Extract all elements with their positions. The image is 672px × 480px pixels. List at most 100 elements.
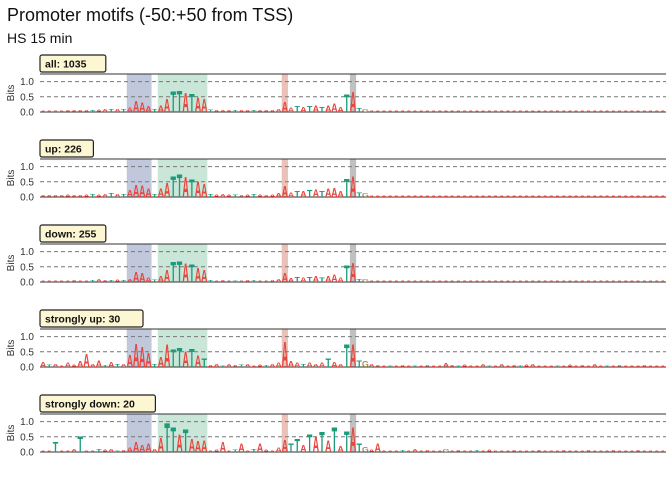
logo-letter: A <box>158 104 165 114</box>
logo-letter: A <box>40 110 47 112</box>
logo-letter: A <box>653 111 660 113</box>
logo-letter: A <box>300 276 307 284</box>
y-axis-label: Bits <box>6 340 17 357</box>
logo-letter: A <box>616 281 623 283</box>
logo-letter: T <box>90 194 96 198</box>
logo-letter: A <box>567 451 574 453</box>
logo-letter: T <box>177 255 183 289</box>
logo-letter: A <box>164 267 171 286</box>
logo-letter: A <box>195 176 202 202</box>
logo-letter: A <box>567 196 574 198</box>
logo-letter: A <box>350 422 356 460</box>
logo-letter: A <box>647 281 654 283</box>
logo-letter: A <box>65 110 72 113</box>
panel-label-box <box>39 394 157 413</box>
logo-letter: A <box>282 437 289 456</box>
logo-letter: A <box>127 279 133 283</box>
logo-letter: A <box>660 281 667 283</box>
y-tick-label: 0.5 <box>20 347 34 358</box>
logo-letter: A <box>46 110 53 112</box>
logo-letter: A <box>220 194 226 198</box>
logo-letter: A <box>529 451 536 453</box>
logo-letter: A <box>560 366 567 368</box>
logo-letter: T <box>152 109 158 113</box>
logo-letter: A <box>455 281 462 283</box>
logo-letter: A <box>505 366 512 368</box>
logo-letter: A <box>616 196 623 198</box>
logo-letter: A <box>474 111 481 113</box>
logo-letter: A <box>226 110 233 113</box>
logo-letter: A <box>498 196 505 198</box>
logo-letter: A <box>331 273 337 285</box>
logo-letter: A <box>517 451 524 453</box>
logo-letter: A <box>449 365 456 368</box>
logo-letter: A <box>591 451 598 453</box>
logo-letter: A <box>368 364 374 368</box>
highlight-region <box>349 414 357 452</box>
logo-letter: A <box>480 281 487 283</box>
logo-letter: A <box>325 104 332 114</box>
logo-letter: A <box>635 196 642 198</box>
logo-letter: A <box>381 450 388 452</box>
logo-letter: A <box>443 362 450 369</box>
logo-letter: A <box>337 444 343 454</box>
logo-letter: A <box>610 196 617 198</box>
highlight-region <box>126 414 152 452</box>
logo-letter: A <box>492 366 499 368</box>
logo-letter: A <box>182 171 189 203</box>
logo-letter: A <box>616 365 623 368</box>
logo-letter: T <box>208 194 214 198</box>
logo-letter: A <box>554 111 561 113</box>
logo-letter: A <box>313 431 320 457</box>
logo-letter: A <box>40 451 47 453</box>
highlight-region <box>281 414 288 452</box>
logo-letter: A <box>288 359 294 369</box>
logo-letter: A <box>232 365 239 368</box>
highlight-region <box>126 74 152 112</box>
logo-letter: A <box>257 110 264 113</box>
logo-letter: T <box>115 362 121 368</box>
logo-letter: T <box>90 280 95 283</box>
logo-letter: A <box>337 276 344 284</box>
logo-letter: A <box>523 196 530 198</box>
logo-letter: A <box>542 365 549 367</box>
logo-letter: A <box>220 439 227 456</box>
logo-letter: A <box>653 451 660 453</box>
logo-letter: A <box>542 111 549 113</box>
logo-letter: A <box>641 281 648 283</box>
logo-letter: T <box>177 343 183 374</box>
logo-letter: T <box>263 365 268 368</box>
logo-letter: A <box>548 111 555 113</box>
logo-letter: A <box>300 443 307 455</box>
logo-letter: A <box>468 450 475 452</box>
logo-letter: A <box>114 192 121 198</box>
logo-letter: A <box>40 280 47 282</box>
logo-letter: T <box>96 447 102 453</box>
logo-letter: A <box>96 195 103 198</box>
logo-letter: A <box>523 281 530 283</box>
logo-letter: A <box>58 195 65 198</box>
y-axis-label: Bits <box>6 85 17 102</box>
logo-letter: T <box>456 366 462 368</box>
logo-letter: A <box>610 366 617 368</box>
logo-letter: A <box>585 111 592 113</box>
logo-letter: A <box>331 186 337 200</box>
logo-letter: A <box>65 280 72 282</box>
logo-letter: A <box>480 111 487 113</box>
logo-letter: A <box>127 188 134 200</box>
logo-letter: A <box>244 362 251 368</box>
logo-letter: A <box>40 195 47 198</box>
logo-letter: A <box>275 192 282 199</box>
logo-letter: A <box>238 280 245 282</box>
logo-letter: G <box>362 446 369 454</box>
highlight-region <box>126 244 152 282</box>
logo-letter: A <box>139 101 146 115</box>
logo-letter: A <box>207 450 214 452</box>
logo-letter: T <box>356 359 362 369</box>
logo-letter: G <box>442 447 449 453</box>
logo-letter: T <box>307 429 313 457</box>
logo-letter: A <box>548 281 555 283</box>
logo-letter: A <box>387 451 394 453</box>
logo-letter: A <box>430 281 437 283</box>
